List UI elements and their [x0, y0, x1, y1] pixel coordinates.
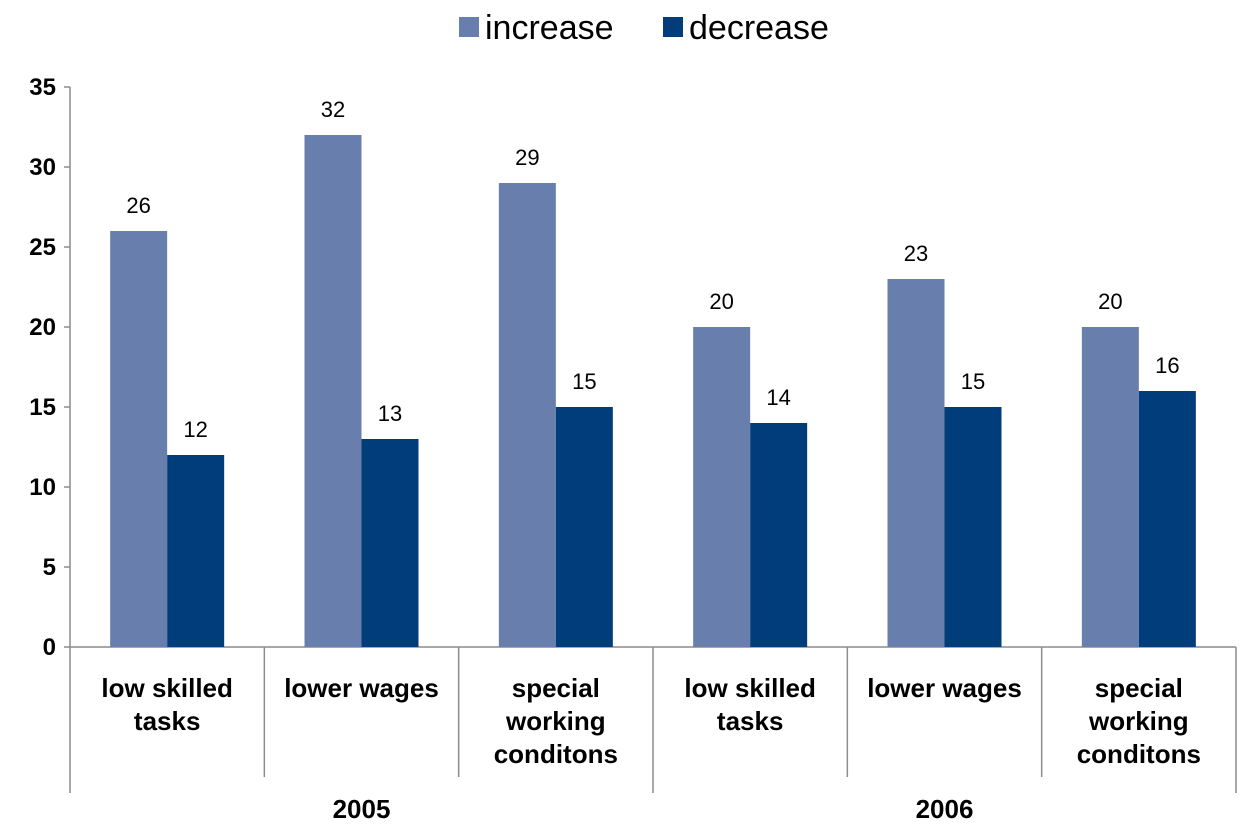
data-label: 14 [766, 385, 790, 410]
data-label: 15 [572, 369, 596, 394]
category-label-line: low skilled [684, 673, 816, 703]
bar-increase [887, 279, 945, 647]
data-label: 20 [1098, 289, 1122, 314]
group-label: 2006 [916, 794, 974, 824]
legend: increase decrease [459, 9, 829, 47]
legend-swatch-increase [459, 17, 479, 37]
data-label: 15 [961, 369, 985, 394]
data-label: 12 [183, 417, 207, 442]
category-label-line: conditons [494, 739, 618, 769]
category-label: low skilled tasks [684, 673, 816, 736]
bar-increase [110, 231, 168, 647]
y-tick-label: 25 [29, 234, 56, 261]
data-labels: 26 32 29 20 23 20 12 13 15 14 15 16 [126, 97, 1179, 442]
category-label-line: conditons [1077, 739, 1201, 769]
bar-decrease [167, 455, 225, 647]
data-label: 20 [709, 289, 733, 314]
category-label-line: working [1088, 706, 1189, 736]
category-label: lower wages [867, 673, 1022, 703]
y-tick-label: 15 [29, 394, 56, 421]
data-label: 16 [1155, 353, 1179, 378]
category-label: lower wages [284, 673, 439, 703]
bar-decrease [361, 439, 419, 647]
data-label: 13 [378, 401, 402, 426]
bar-decrease [1138, 391, 1196, 647]
category-label: special working conditons [1077, 673, 1201, 769]
category-label-line: tasks [717, 706, 784, 736]
data-label: 29 [515, 145, 539, 170]
bar-increase [304, 135, 362, 647]
bar-increase [1081, 327, 1139, 647]
category-label-line: lower wages [867, 673, 1022, 703]
y-tick-label: 5 [43, 554, 56, 581]
category-label-line: working [505, 706, 606, 736]
bar-increase [498, 183, 556, 647]
bar-decrease [555, 407, 613, 647]
category-label-line: lower wages [284, 673, 439, 703]
legend-swatch-decrease [663, 17, 683, 37]
bar-decrease [944, 407, 1002, 647]
bars [110, 135, 1196, 647]
group-label: 2005 [333, 794, 391, 824]
bar-decrease [750, 423, 808, 647]
category-label: special working conditons [494, 673, 618, 769]
y-tick-label: 0 [43, 634, 56, 661]
axes: 0 5 10 15 20 25 30 35 [29, 74, 1237, 793]
data-label: 23 [904, 241, 928, 266]
bar-increase [693, 327, 751, 647]
y-tick-label: 10 [29, 474, 56, 501]
data-label: 26 [126, 193, 150, 218]
category-label-line: special [512, 673, 600, 703]
data-label: 32 [321, 97, 345, 122]
category-label: low skilled tasks [101, 673, 233, 736]
legend-label-decrease: decrease [689, 9, 829, 47]
legend-label-increase: increase [485, 9, 614, 47]
y-tick-label: 35 [29, 74, 56, 101]
category-label-line: tasks [134, 706, 201, 736]
y-tick-label: 30 [29, 154, 56, 181]
category-label-line: low skilled [101, 673, 233, 703]
category-label-line: special [1095, 673, 1183, 703]
y-tick-label: 20 [29, 314, 56, 341]
